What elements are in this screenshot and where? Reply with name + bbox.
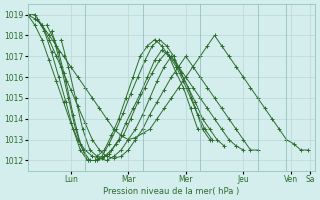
X-axis label: Pression niveau de la mer( hPa ): Pression niveau de la mer( hPa ) <box>103 187 240 196</box>
